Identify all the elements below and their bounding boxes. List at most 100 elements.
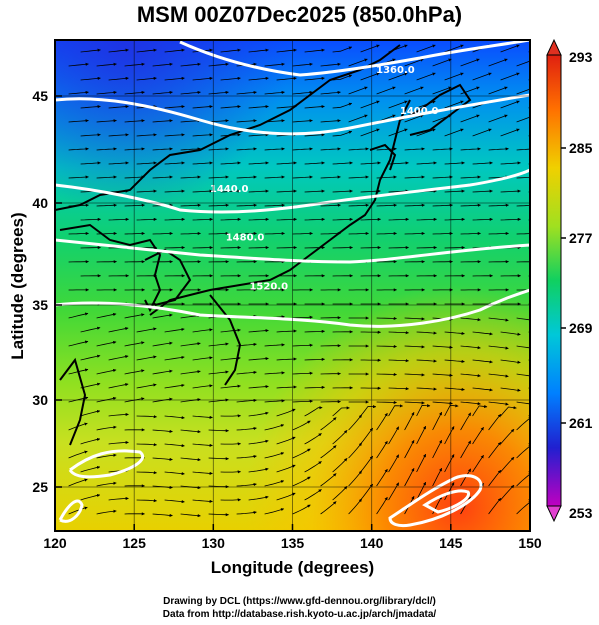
streamline	[388, 359, 409, 363]
streamline	[292, 147, 313, 151]
streamline	[180, 342, 201, 347]
streamline	[292, 371, 313, 375]
streamline	[152, 341, 173, 347]
streamline	[500, 100, 520, 109]
streamline	[360, 128, 380, 137]
streamline	[124, 203, 145, 207]
streamline	[432, 114, 452, 123]
streamline	[164, 499, 185, 504]
streamline	[248, 48, 269, 53]
streamline	[332, 458, 348, 473]
streamline	[96, 368, 117, 375]
streamline	[152, 429, 173, 433]
streamline	[500, 44, 520, 53]
streamline	[180, 147, 201, 151]
streamline	[220, 328, 241, 333]
streamline	[360, 245, 381, 250]
streamline	[248, 411, 269, 417]
streamline	[460, 147, 481, 151]
streamline	[320, 62, 341, 67]
streamline	[376, 412, 388, 431]
streamline	[208, 119, 229, 123]
streamline	[192, 499, 213, 503]
streamline	[220, 384, 241, 389]
streamline	[108, 412, 129, 417]
streamline	[80, 217, 101, 221]
streamline	[320, 119, 341, 123]
streamline	[388, 387, 409, 391]
streamline	[432, 411, 443, 431]
streamline	[108, 217, 129, 221]
streamline	[264, 399, 285, 403]
streamline	[388, 128, 408, 137]
x-tick-label: 125	[123, 535, 147, 551]
streamline	[528, 135, 530, 137]
streamline	[528, 414, 530, 417]
streamline	[304, 76, 325, 81]
streamline	[376, 231, 397, 236]
streamline	[68, 231, 89, 236]
streamline	[460, 401, 481, 406]
streamline	[264, 343, 285, 347]
streamline	[388, 100, 408, 109]
streamline	[432, 467, 443, 487]
streamline	[488, 345, 509, 350]
streamline	[360, 100, 380, 109]
streamline	[528, 470, 530, 473]
streamline	[528, 219, 530, 221]
streamline	[164, 133, 185, 137]
streamline	[360, 44, 380, 53]
streamline	[444, 161, 465, 165]
streamline	[292, 90, 313, 95]
streamline	[220, 48, 241, 53]
streamline	[360, 405, 377, 417]
streamline	[248, 105, 269, 109]
streamline	[304, 433, 322, 445]
streamline	[444, 189, 465, 193]
streamline	[528, 442, 530, 445]
x-axis-label: Longitude (degrees)	[210, 558, 375, 577]
streamline	[192, 384, 213, 389]
streamline	[360, 427, 374, 445]
streamline	[472, 404, 488, 417]
streamline	[248, 217, 269, 221]
contour-label: 1360.0	[376, 65, 415, 76]
streamline	[80, 161, 101, 165]
streamline	[528, 498, 530, 501]
streamline	[488, 147, 509, 151]
streamline	[472, 217, 493, 221]
streamline	[304, 48, 325, 53]
streamline	[68, 119, 89, 123]
streamline	[276, 329, 297, 333]
streamline	[80, 493, 101, 501]
streamline	[404, 58, 424, 67]
streamline	[320, 147, 341, 151]
streamline	[488, 401, 509, 406]
streamline	[152, 231, 173, 236]
streamline	[220, 105, 241, 109]
streamline	[472, 72, 492, 81]
streamline	[376, 203, 397, 207]
streamline	[432, 231, 453, 236]
streamline	[404, 412, 415, 431]
streamline	[516, 88, 530, 95]
streamline	[304, 461, 322, 473]
streamline	[460, 114, 480, 123]
streamline	[304, 357, 325, 361]
streamline	[388, 161, 409, 165]
streamline	[248, 245, 269, 250]
streamline	[304, 329, 325, 333]
streamline	[432, 86, 452, 95]
streamline	[164, 48, 185, 53]
streamline	[444, 331, 465, 336]
streamline	[444, 217, 465, 221]
streamline	[236, 426, 257, 431]
streamline	[236, 398, 257, 403]
x-tick-label: 150	[518, 535, 542, 551]
streamline	[388, 404, 404, 417]
streamline	[416, 331, 437, 335]
streamline	[444, 454, 455, 473]
streamline	[164, 105, 185, 109]
streamline	[68, 62, 89, 67]
streamline	[292, 175, 313, 179]
